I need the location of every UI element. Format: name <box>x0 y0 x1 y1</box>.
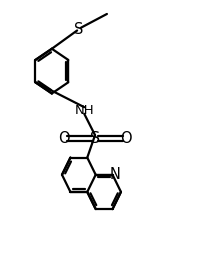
Text: N: N <box>110 167 121 182</box>
Text: S: S <box>90 131 100 146</box>
Text: NH: NH <box>75 104 94 117</box>
Text: O: O <box>121 131 132 146</box>
Text: S: S <box>74 22 84 37</box>
Text: O: O <box>58 131 70 146</box>
